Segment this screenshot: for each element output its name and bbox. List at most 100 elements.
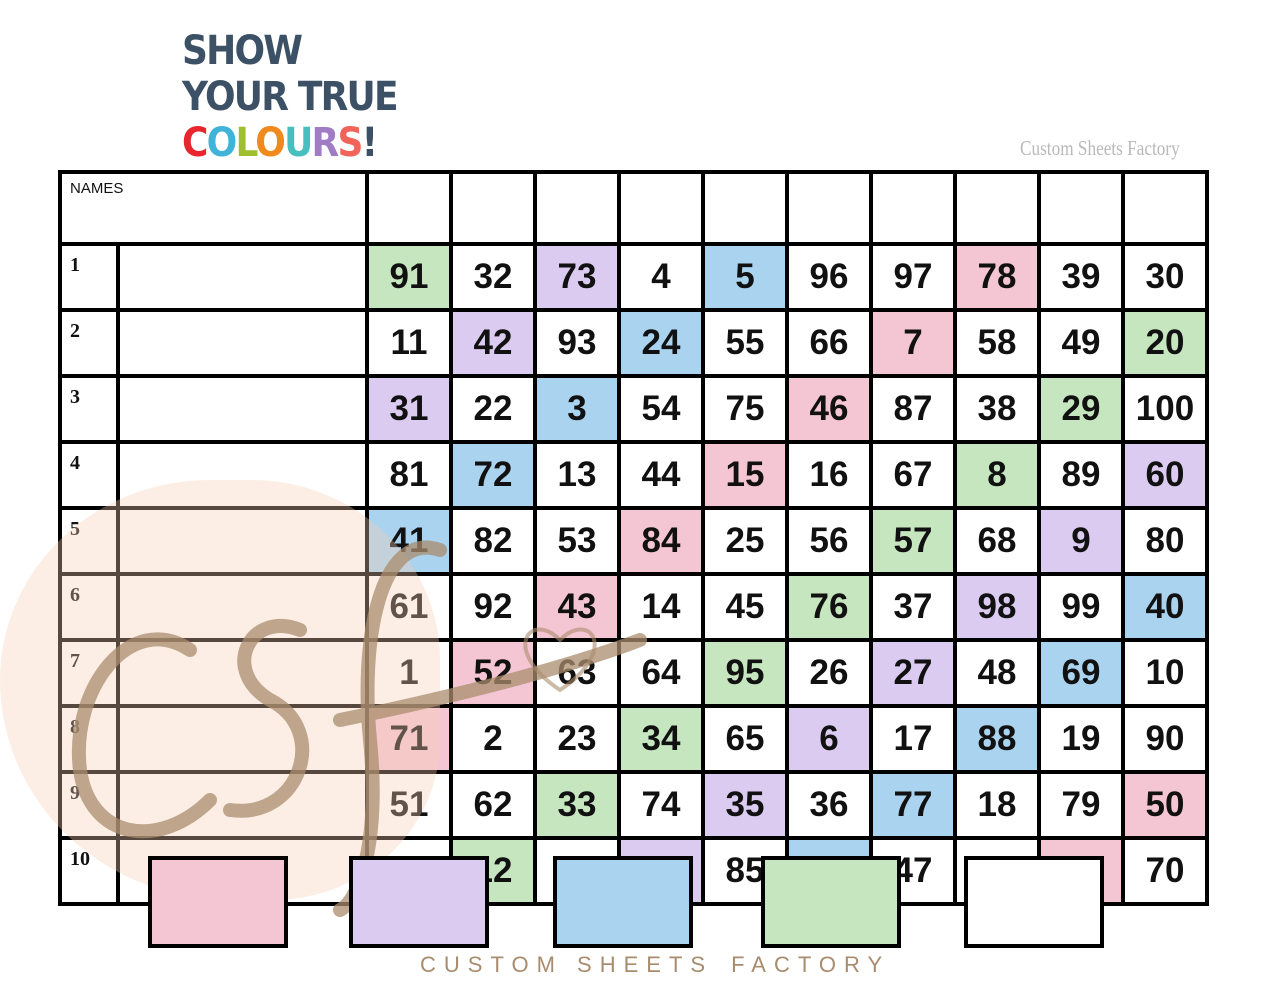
name-field[interactable]	[116, 704, 369, 774]
number-cell: 44	[617, 440, 705, 510]
number-cell: 77	[869, 770, 957, 840]
number-cell: 25	[701, 506, 789, 576]
row-number: 9	[58, 770, 120, 840]
name-field[interactable]	[116, 638, 369, 708]
number-cell: 38	[953, 374, 1041, 444]
logo-letter: S	[337, 120, 363, 166]
number-cell: 91	[365, 242, 453, 312]
number-cell: 34	[617, 704, 705, 774]
grid-row: 7 1 52 63 64 95 26 27 48 69 10	[58, 638, 1209, 708]
number-cell: 18	[953, 770, 1041, 840]
number-cell: 37	[869, 572, 957, 642]
number-cell: 65	[701, 704, 789, 774]
row-number: 4	[58, 440, 120, 510]
number-cell: 84	[617, 506, 705, 576]
number-cell: 99	[1037, 572, 1125, 642]
number-cell: 75	[701, 374, 789, 444]
number-cell: 13	[533, 440, 621, 510]
number-cell: 23	[533, 704, 621, 774]
number-cell: 20	[1121, 308, 1209, 378]
number-cell: 89	[1037, 440, 1125, 510]
number-cell: 68	[953, 506, 1041, 576]
number-cell: 98	[953, 572, 1041, 642]
number-cell: 11	[365, 308, 453, 378]
number-cell: 4	[617, 242, 705, 312]
number-cell: 81	[365, 440, 453, 510]
number-cell: 51	[365, 770, 453, 840]
number-cell: 56	[785, 506, 873, 576]
grid-row: 4 81 72 13 44 15 16 67 8 89 60	[58, 440, 1209, 510]
name-field[interactable]	[116, 308, 369, 378]
row-number: 3	[58, 374, 120, 444]
number-cell: 15	[701, 440, 789, 510]
color-swatch	[761, 856, 901, 948]
number-cell: 36	[785, 770, 873, 840]
color-swatch	[148, 856, 288, 948]
number-cell: 55	[701, 308, 789, 378]
number-cell: 3	[533, 374, 621, 444]
color-swatch	[349, 856, 489, 948]
number-cell: 5	[701, 242, 789, 312]
name-field[interactable]	[116, 572, 369, 642]
row-number: 8	[58, 704, 120, 774]
number-cell: 50	[1121, 770, 1209, 840]
number-cell: 45	[701, 572, 789, 642]
name-field[interactable]	[116, 770, 369, 840]
name-field[interactable]	[116, 374, 369, 444]
name-field[interactable]	[116, 506, 369, 576]
number-cell: 74	[617, 770, 705, 840]
number-cell: 93	[533, 308, 621, 378]
title-logo: SHOW YOUR TRUE COLOURS!	[182, 28, 399, 166]
number-cell: 29	[1037, 374, 1125, 444]
grid-row: 2 11 42 93 24 55 66 7 58 49 20	[58, 308, 1209, 378]
number-cell: 57	[869, 506, 957, 576]
number-cell: 87	[869, 374, 957, 444]
row-number: 10	[58, 836, 120, 906]
number-cell: 82	[449, 506, 537, 576]
number-cell: 53	[533, 506, 621, 576]
color-swatch	[964, 856, 1104, 948]
number-cell: 7	[869, 308, 957, 378]
number-cell: 88	[953, 704, 1041, 774]
number-cell: 61	[365, 572, 453, 642]
number-cell: 2	[449, 704, 537, 774]
logo-letter: C	[182, 120, 208, 166]
number-cell: 35	[701, 770, 789, 840]
color-swatch	[553, 856, 693, 948]
logo-letter: O	[255, 120, 286, 166]
row-number: 6	[58, 572, 120, 642]
number-cell: 52	[449, 638, 537, 708]
number-cell: 42	[449, 308, 537, 378]
row-number: 7	[58, 638, 120, 708]
number-cell: 32	[449, 242, 537, 312]
number-cell: 48	[953, 638, 1041, 708]
number-cell: 31	[365, 374, 453, 444]
number-cell: 76	[785, 572, 873, 642]
number-cell: 60	[1121, 440, 1209, 510]
number-cell: 90	[1121, 704, 1209, 774]
name-field[interactable]	[116, 440, 369, 510]
header-row: NAMES	[58, 170, 1209, 246]
number-cell: 40	[1121, 572, 1209, 642]
row-number: 2	[58, 308, 120, 378]
number-cell: 71	[365, 704, 453, 774]
number-cell: 73	[533, 242, 621, 312]
grid-row: 9 51 62 33 74 35 36 77 18 79 50	[58, 770, 1209, 840]
number-cell: 39	[1037, 242, 1125, 312]
logo-colours: COLOURS!	[182, 120, 397, 166]
grid-row: 5 41 82 53 84 25 56 57 68 9 80	[58, 506, 1209, 576]
row-number: 1	[58, 242, 120, 312]
name-field[interactable]	[116, 242, 369, 312]
number-cell: 58	[953, 308, 1041, 378]
number-cell: 79	[1037, 770, 1125, 840]
number-cell: 72	[449, 440, 537, 510]
number-cell: 62	[449, 770, 537, 840]
number-cell: 43	[533, 572, 621, 642]
number-cell: 78	[953, 242, 1041, 312]
grid-row: 6 61 92 43 14 45 76 37 98 99 40	[58, 572, 1209, 642]
number-cell: 33	[533, 770, 621, 840]
number-cell: 30	[1121, 242, 1209, 312]
number-cell: 66	[785, 308, 873, 378]
number-cell: 85	[701, 836, 789, 906]
number-cell: 63	[533, 638, 621, 708]
